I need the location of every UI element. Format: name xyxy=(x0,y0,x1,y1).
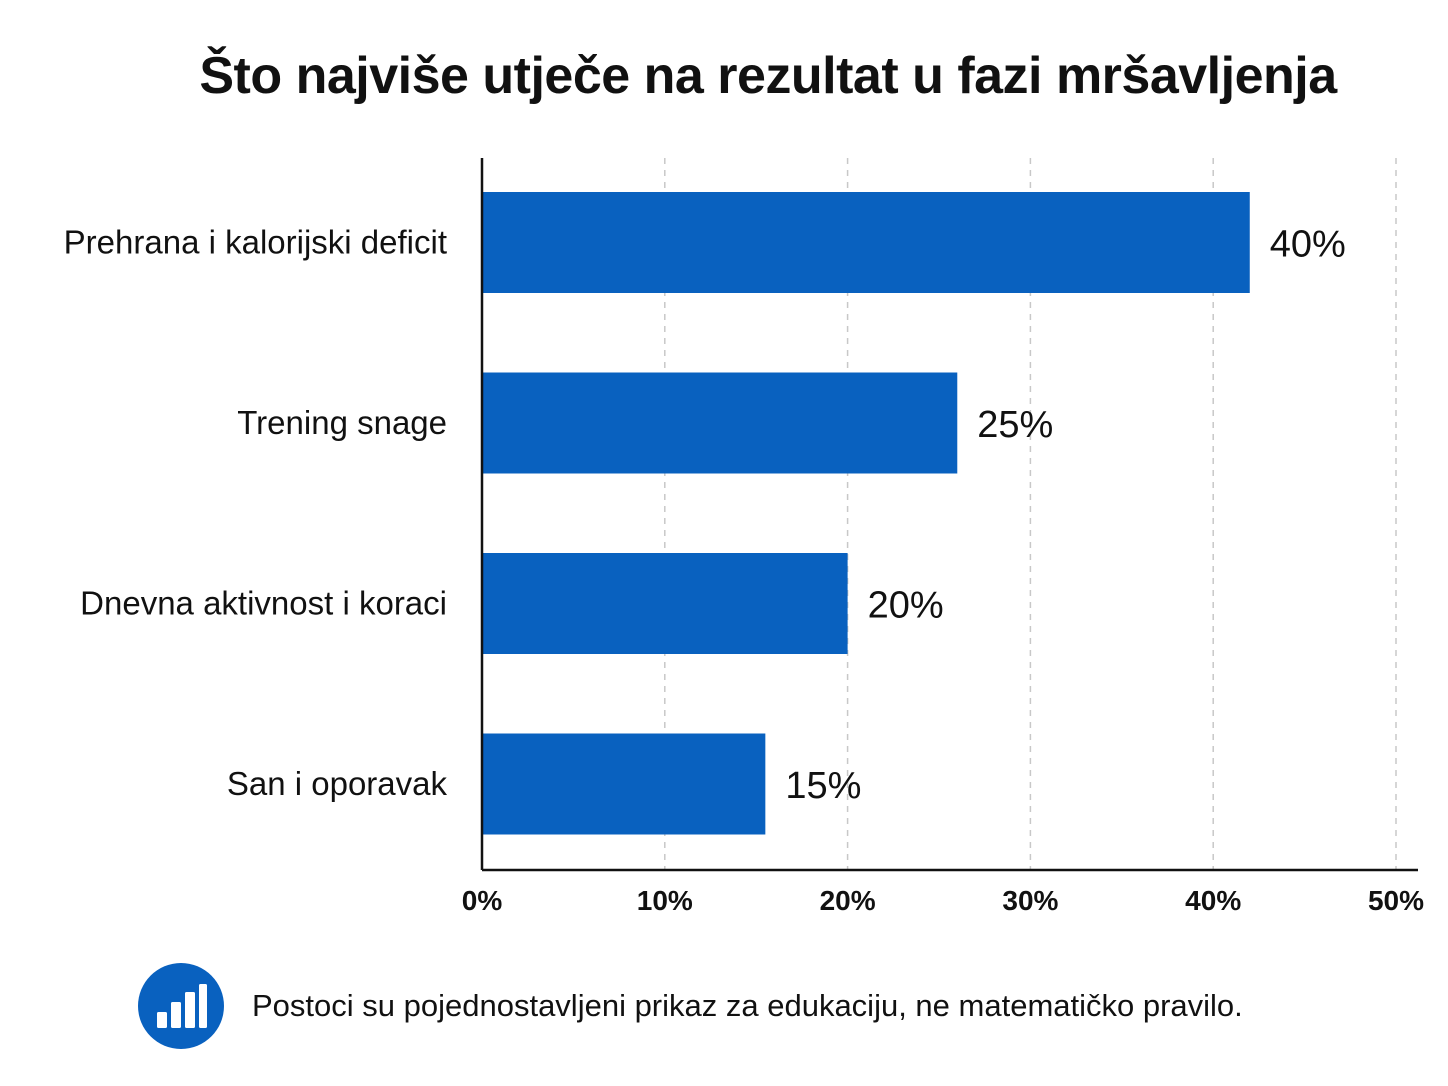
footnote-text: Postoci su pojednostavljeni prikaz za ed… xyxy=(252,988,1243,1023)
icon-bar-3 xyxy=(185,992,195,1028)
icon-bar-2 xyxy=(171,1002,181,1028)
value-label: 25% xyxy=(977,404,1053,446)
value-label: 40% xyxy=(1270,224,1346,266)
icon-bar-1 xyxy=(157,1012,167,1028)
category-label: San i oporavak xyxy=(227,765,448,802)
category-label: Dnevna aktivnost i koraci xyxy=(80,585,447,622)
bars xyxy=(482,192,1250,835)
x-tick-label: 20% xyxy=(820,885,876,916)
axes xyxy=(480,158,1418,872)
bar-chart-icon xyxy=(138,963,224,1049)
x-tick-label: 30% xyxy=(1002,885,1058,916)
labels: 0% 10% 20% 30% 40% 50% Prehrana i kalorijski d… xyxy=(64,224,1424,917)
bar xyxy=(482,553,848,654)
chart-title: Što najviše utječe na rezultat u fazi mr… xyxy=(199,47,1337,105)
bar xyxy=(482,733,766,835)
value-label: 20% xyxy=(868,585,944,627)
footnote: Postoci su pojednostavljeni prikaz za ed… xyxy=(138,962,1243,1050)
x-tick-label: 50% xyxy=(1368,885,1424,916)
x-tick-label: 10% xyxy=(637,885,693,916)
category-label: Trening snage xyxy=(237,404,447,441)
bar xyxy=(482,372,958,474)
bar-chart: 0% 10% 20% 30% 40% 50% Prehrana i kalorijski d… xyxy=(64,158,1424,917)
category-label: Prehrana i kalorijski deficit xyxy=(64,224,447,261)
value-label: 15% xyxy=(785,765,861,807)
x-tick-label: 40% xyxy=(1185,885,1241,916)
icon-bar-4 xyxy=(199,984,207,1028)
bar xyxy=(482,192,1250,293)
x-tick-label: 0% xyxy=(462,885,503,916)
